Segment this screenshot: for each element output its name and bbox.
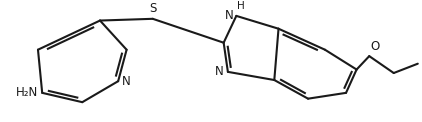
Text: N: N: [215, 65, 224, 78]
Text: S: S: [149, 2, 157, 15]
Text: N: N: [225, 9, 233, 22]
Text: N: N: [122, 75, 131, 88]
Text: H₂N: H₂N: [16, 86, 38, 99]
Text: O: O: [370, 40, 379, 53]
Text: H: H: [237, 1, 245, 11]
